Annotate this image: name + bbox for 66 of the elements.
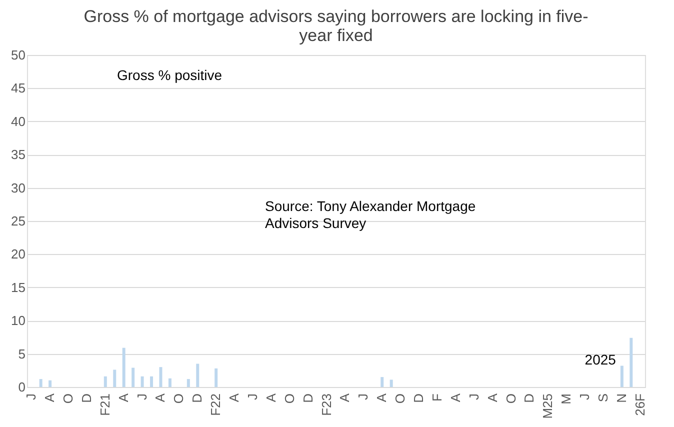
bar [630,338,633,387]
x-tick-label: A [263,393,278,402]
x-tick-label: 26F [632,393,648,416]
y-tick-label: 25 [11,214,26,228]
x-tick-label: D [522,394,537,403]
x-tick-label: F23 [318,394,334,416]
x-tick-label: A [374,393,390,402]
bar [214,368,218,387]
x-tick-label: A [484,393,500,402]
annotation: Source: Tony Alexander Mortgage Advisors Survey [265,198,476,231]
x-tick-label: J [356,394,371,400]
bar [132,368,135,387]
x-tick-label: F [429,393,444,402]
bar [140,376,144,387]
x-tick-label: J [134,394,150,400]
y-tick-label: 20 [11,246,26,262]
x-tick-label: A [152,393,168,402]
bar [150,376,154,387]
x-tick-label: O [503,394,518,404]
bar [168,378,172,387]
x-tick-label: D [411,394,426,403]
bar [390,380,393,387]
y-tick-label: 15 [11,280,26,295]
bar [113,370,116,387]
x-tick-label: A [226,393,242,402]
bar [104,376,107,387]
x-tick-label: D [78,394,94,403]
bar [196,364,200,387]
x-tick-label: S [595,393,610,402]
x-tick-label: J [577,394,592,400]
x-tick-label: J [466,394,482,400]
y-tick-label: 35 [11,147,26,162]
bar [380,377,384,387]
x-tick-label: J [24,394,39,400]
bar [186,379,190,387]
y-tick-label: 5 [18,346,26,362]
x-tick-label: D [300,394,316,403]
bar [48,380,52,387]
x-tick-label: M25 [540,394,556,419]
x-tick-label: N [614,394,629,403]
x-tick-label: A [337,393,352,402]
annotation: 2025 [584,351,616,368]
y-tick-label: 40 [11,114,26,129]
bar [620,366,624,387]
bar [122,348,126,387]
y-tick-label: 50 [11,48,26,62]
x-tick-label: J [244,394,260,400]
y-tick-label: 45 [11,80,26,96]
y-tick-label: 0 [18,380,26,394]
annotation: Gross % positive [117,67,222,83]
x-tick-label: F22 [208,394,224,416]
x-tick-label: O [282,394,297,404]
x-tick-label: A [448,393,463,402]
x-tick-label: A [42,393,58,402]
x-tick-label: O [392,394,408,404]
x-tick-label: O [60,394,76,404]
chart-title: Gross % of mortgage advisors saying borrowers are locking in five-year fixed [84,7,588,45]
y-tick-label: 10 [11,313,26,328]
bar [159,367,162,387]
x-tick-label: F21 [97,394,112,416]
x-tick-label: A [116,393,131,402]
x-tick-label: O [171,394,186,404]
x-tick-label: D [190,394,205,403]
x-tick-label: M [558,394,574,404]
bar [39,379,42,387]
y-tick-label: 30 [11,180,26,196]
